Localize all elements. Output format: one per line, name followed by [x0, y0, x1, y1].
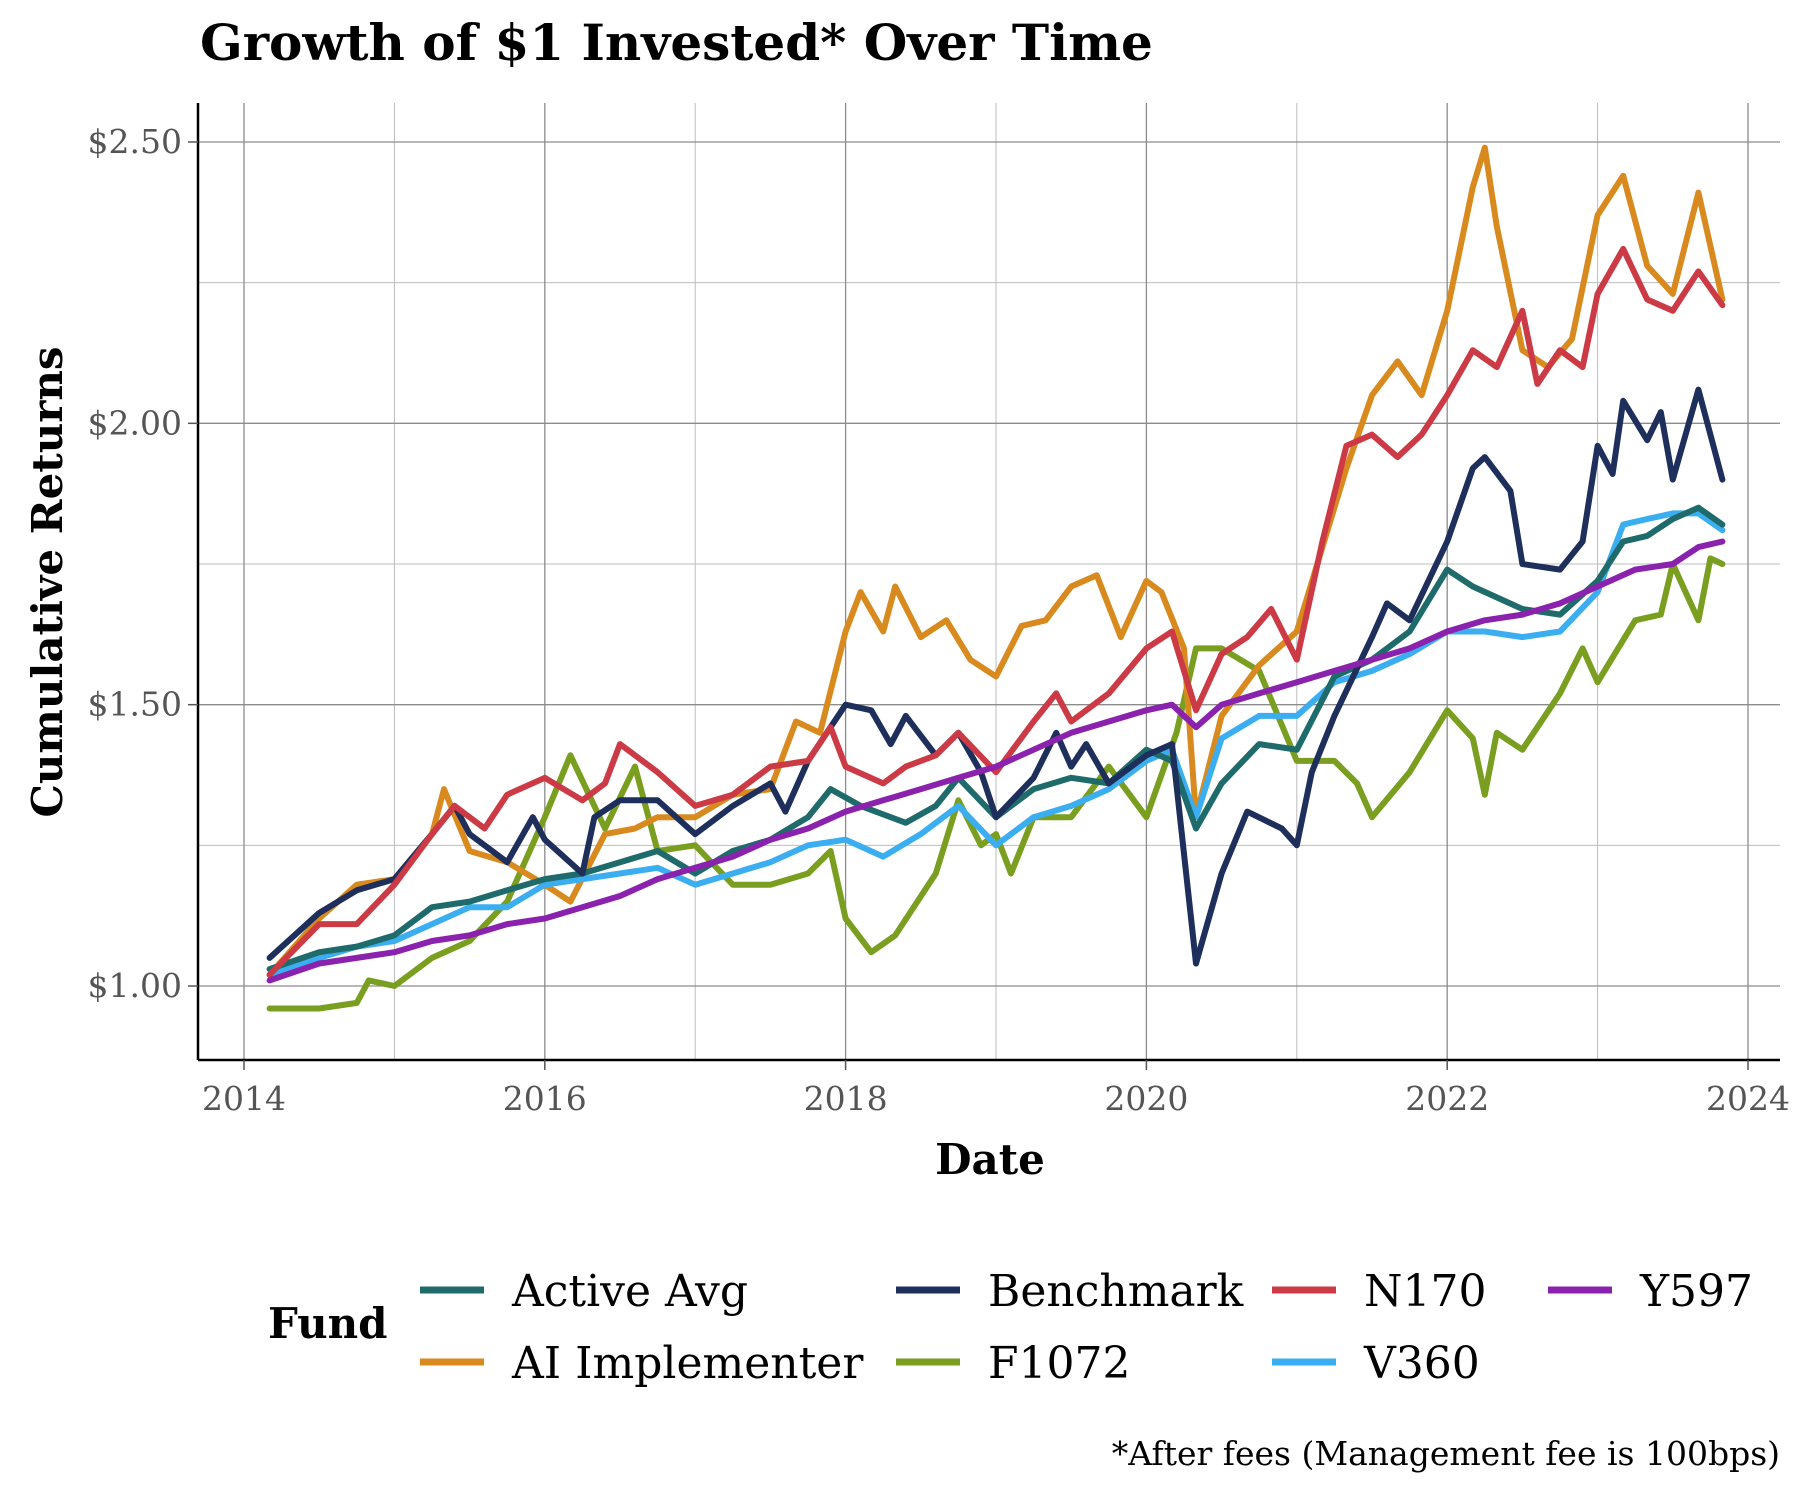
- y-tick-label: $2.50: [88, 122, 182, 161]
- x-tick-label: 2018: [804, 1079, 888, 1118]
- series-line-n170: [266, 245, 1726, 978]
- y-axis-ticks: $1.00 $1.50 $2.00 $2.50: [88, 122, 198, 1005]
- x-tick-label: 2022: [1405, 1079, 1489, 1118]
- y-axis-title: Cumulative Returns: [23, 346, 72, 817]
- legend-label-ai-implementer: AI Implementer: [511, 1338, 864, 1389]
- series-lines: [266, 144, 1726, 1012]
- legend-label-n170: N170: [1364, 1266, 1486, 1317]
- x-tick-label: 2020: [1104, 1079, 1188, 1118]
- chart-title: Growth of $1 Invested* Over Time: [200, 13, 1153, 72]
- y-tick-label: $1.00: [88, 966, 182, 1005]
- x-axis-ticks: 2014 2016 2018 2020 2022 2024: [202, 1060, 1790, 1118]
- y-tick-label: $1.50: [88, 685, 182, 724]
- x-tick-label: 2016: [503, 1079, 587, 1118]
- y-tick-label: $2.00: [88, 403, 182, 442]
- series-line-benchmark: [266, 386, 1726, 967]
- legend-title: Fund: [268, 1299, 388, 1348]
- grid-lines: [198, 103, 1780, 1060]
- legend-label-v360: V360: [1363, 1338, 1480, 1389]
- series-line-v360: [266, 510, 1726, 978]
- legend-label-y597: Y597: [1639, 1266, 1753, 1317]
- series-line-ai-implementer: [266, 144, 1726, 978]
- legend-label-active-avg: Active Avg: [511, 1266, 748, 1317]
- caption: *After fees (Management fee is 100bps): [1112, 1434, 1780, 1473]
- x-axis-title: Date: [935, 1135, 1045, 1184]
- legend-label-f1072: F1072: [988, 1338, 1131, 1389]
- legend: Fund Active Avg AI Implementer Benchmark F1…: [268, 1266, 1753, 1389]
- legend-label-benchmark: Benchmark: [988, 1266, 1244, 1317]
- series-line-y597: [266, 538, 1726, 984]
- x-tick-label: 2014: [202, 1079, 286, 1118]
- series-line-active-avg: [266, 504, 1726, 973]
- x-tick-label: 2024: [1706, 1079, 1790, 1118]
